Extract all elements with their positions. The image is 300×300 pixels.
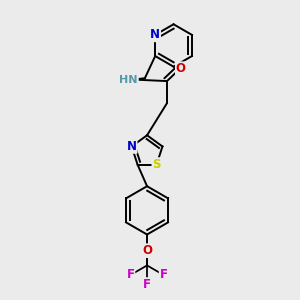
Text: N: N: [150, 28, 160, 41]
Text: S: S: [152, 158, 161, 171]
Text: F: F: [143, 278, 151, 291]
Text: HN: HN: [119, 75, 138, 85]
Text: O: O: [142, 244, 152, 257]
Text: O: O: [176, 62, 186, 75]
Text: N: N: [127, 140, 137, 153]
Text: F: F: [127, 268, 134, 281]
Text: F: F: [160, 268, 168, 281]
